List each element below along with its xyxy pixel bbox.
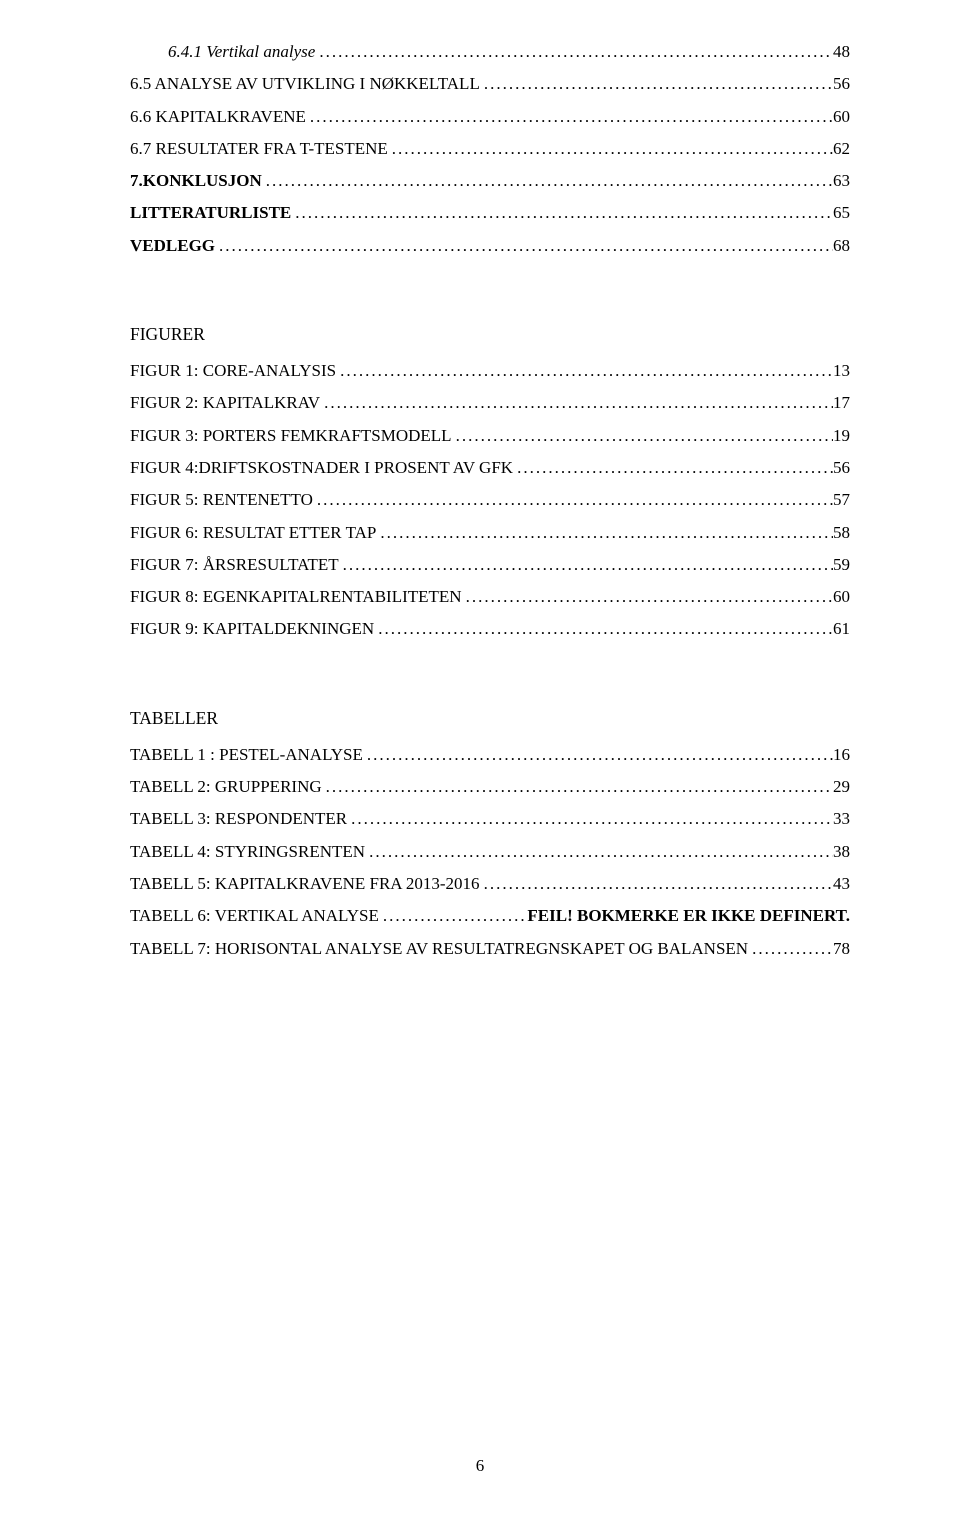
tables-row: TABELL 5: KAPITALKRAVENE FRA 2013-2016 43 — [130, 868, 850, 900]
figures-row: FIGUR 4:DRIFTSKOSTNADER I PROSENT AV GFK… — [130, 452, 850, 484]
leader-dots — [379, 900, 528, 932]
tables-row: TABELL 2: GRUPPERING 29 — [130, 771, 850, 803]
leader-dots — [306, 101, 833, 133]
figures-page: 59 — [833, 549, 850, 581]
tables-row: TABELL 3: RESPONDENTER 33 — [130, 803, 850, 835]
tables-label: TABELL 2: GRUPPERING — [130, 771, 322, 803]
figures-label: FIGUR 5: RENTENETTO — [130, 484, 313, 516]
leader-dots — [215, 230, 833, 262]
document-page: 6.4.1 Vertikal analyse486.5 ANALYSE AV U… — [0, 0, 960, 1518]
top-page: 56 — [833, 68, 850, 100]
figures-row: FIGUR 7: ÅRSRESULTATET 59 — [130, 549, 850, 581]
top-label: LITTERATURLISTE — [130, 197, 291, 229]
top-label: VEDLEGG — [130, 230, 215, 262]
tables-page: 43 — [833, 868, 850, 900]
tables-heading: TABELLER — [130, 708, 850, 729]
leader-dots — [452, 420, 833, 452]
leader-dots — [388, 133, 833, 165]
toc-top-block: 6.4.1 Vertikal analyse486.5 ANALYSE AV U… — [130, 36, 850, 262]
figures-label: FIGUR 8: EGENKAPITALRENTABILITETEN — [130, 581, 462, 613]
tables-row: TABELL 4: STYRINGSRENTEN 38 — [130, 836, 850, 868]
leader-dots — [480, 68, 833, 100]
top-page: 60 — [833, 101, 850, 133]
figures-row: FIGUR 1: CORE-ANALYSIS 13 — [130, 355, 850, 387]
figures-label: FIGUR 7: ÅRSRESULTATET — [130, 549, 339, 581]
tables-label: TABELL 4: STYRINGSRENTEN — [130, 836, 365, 868]
leader-dots — [262, 165, 833, 197]
tables-label: TABELL 3: RESPONDENTER — [130, 803, 347, 835]
tables-page: FEIL! BOKMERKE ER IKKE DEFINERT. — [527, 900, 850, 932]
figures-row: FIGUR 5: RENTENETTO 57 — [130, 484, 850, 516]
leader-dots — [748, 933, 833, 965]
tables-label: TABELL 1 : PESTEL-ANALYSE — [130, 739, 363, 771]
tables-page: 29 — [833, 771, 850, 803]
top-label: 7.KONKLUSJON — [130, 165, 262, 197]
figures-label: FIGUR 1: CORE-ANALYSIS — [130, 355, 336, 387]
figures-row: FIGUR 8: EGENKAPITALRENTABILITETEN 60 — [130, 581, 850, 613]
top-page: 48 — [833, 36, 850, 68]
leader-dots — [291, 197, 833, 229]
leader-dots — [363, 739, 833, 771]
top-page: 68 — [833, 230, 850, 262]
top-row: LITTERATURLISTE 65 — [130, 197, 850, 229]
tables-page: 33 — [833, 803, 850, 835]
top-row: 6.4.1 Vertikal analyse 48 — [130, 36, 850, 68]
figures-page: 58 — [833, 517, 850, 549]
leader-dots — [480, 868, 833, 900]
top-row: 6.6 KAPITALKRAVENE 60 — [130, 101, 850, 133]
tables-row: TABELL 6: VERTIKAL ANALYSE FEIL! BOKMERKE… — [130, 900, 850, 932]
top-row: 6.7 RESULTATER FRA T-TESTENE 62 — [130, 133, 850, 165]
figures-page: 56 — [833, 452, 850, 484]
figures-page: 17 — [833, 387, 850, 419]
top-row: VEDLEGG 68 — [130, 230, 850, 262]
figures-label: FIGUR 3: PORTERS FEMKRAFTSMODELL — [130, 420, 452, 452]
leader-dots — [313, 484, 833, 516]
tables-row: TABELL 7: HORISONTAL ANALYSE AV RESULTAT… — [130, 933, 850, 965]
figures-row: FIGUR 9: KAPITALDEKNINGEN 61 — [130, 613, 850, 645]
top-row: 6.5 ANALYSE AV UTVIKLING I NØKKELTALL 56 — [130, 68, 850, 100]
tables-row: TABELL 1 : PESTEL-ANALYSE 16 — [130, 739, 850, 771]
leader-dots — [462, 581, 833, 613]
tables-list: TABELL 1 : PESTEL-ANALYSE16TABELL 2: GRU… — [130, 739, 850, 965]
tables-label: TABELL 7: HORISONTAL ANALYSE AV RESULTAT… — [130, 933, 748, 965]
tables-label: TABELL 5: KAPITALKRAVENE FRA 2013-2016 — [130, 868, 480, 900]
figures-page: 60 — [833, 581, 850, 613]
figures-heading: FIGURER — [130, 324, 850, 345]
tables-page: 38 — [833, 836, 850, 868]
top-page: 62 — [833, 133, 850, 165]
leader-dots — [339, 549, 833, 581]
figures-label: FIGUR 2: KAPITALKRAV — [130, 387, 320, 419]
figures-list: FIGUR 1: CORE-ANALYSIS13FIGUR 2: KAPITAL… — [130, 355, 850, 646]
top-label: 6.6 KAPITALKRAVENE — [130, 101, 306, 133]
leader-dots — [347, 803, 833, 835]
page-number: 6 — [0, 1456, 960, 1476]
figures-page: 13 — [833, 355, 850, 387]
leader-dots — [315, 36, 833, 68]
leader-dots — [376, 517, 833, 549]
tables-page: 78 — [833, 933, 850, 965]
tables-label: TABELL 6: VERTIKAL ANALYSE — [130, 900, 379, 932]
figures-page: 19 — [833, 420, 850, 452]
leader-dots — [336, 355, 833, 387]
figures-row: FIGUR 6: RESULTAT ETTER TAP 58 — [130, 517, 850, 549]
top-page: 63 — [833, 165, 850, 197]
top-label: 6.5 ANALYSE AV UTVIKLING I NØKKELTALL — [130, 68, 480, 100]
leader-dots — [320, 387, 833, 419]
top-page: 65 — [833, 197, 850, 229]
figures-row: FIGUR 3: PORTERS FEMKRAFTSMODELL 19 — [130, 420, 850, 452]
figures-page: 61 — [833, 613, 850, 645]
top-label: 6.4.1 Vertikal analyse — [168, 36, 315, 68]
figures-label: FIGUR 6: RESULTAT ETTER TAP — [130, 517, 376, 549]
figures-row: FIGUR 2: KAPITALKRAV 17 — [130, 387, 850, 419]
leader-dots — [322, 771, 833, 803]
figures-label: FIGUR 4:DRIFTSKOSTNADER I PROSENT AV GFK — [130, 452, 513, 484]
figures-page: 57 — [833, 484, 850, 516]
figures-label: FIGUR 9: KAPITALDEKNINGEN — [130, 613, 374, 645]
top-label: 6.7 RESULTATER FRA T-TESTENE — [130, 133, 388, 165]
leader-dots — [513, 452, 833, 484]
leader-dots — [365, 836, 833, 868]
tables-page: 16 — [833, 739, 850, 771]
top-row: 7.KONKLUSJON 63 — [130, 165, 850, 197]
leader-dots — [374, 613, 833, 645]
